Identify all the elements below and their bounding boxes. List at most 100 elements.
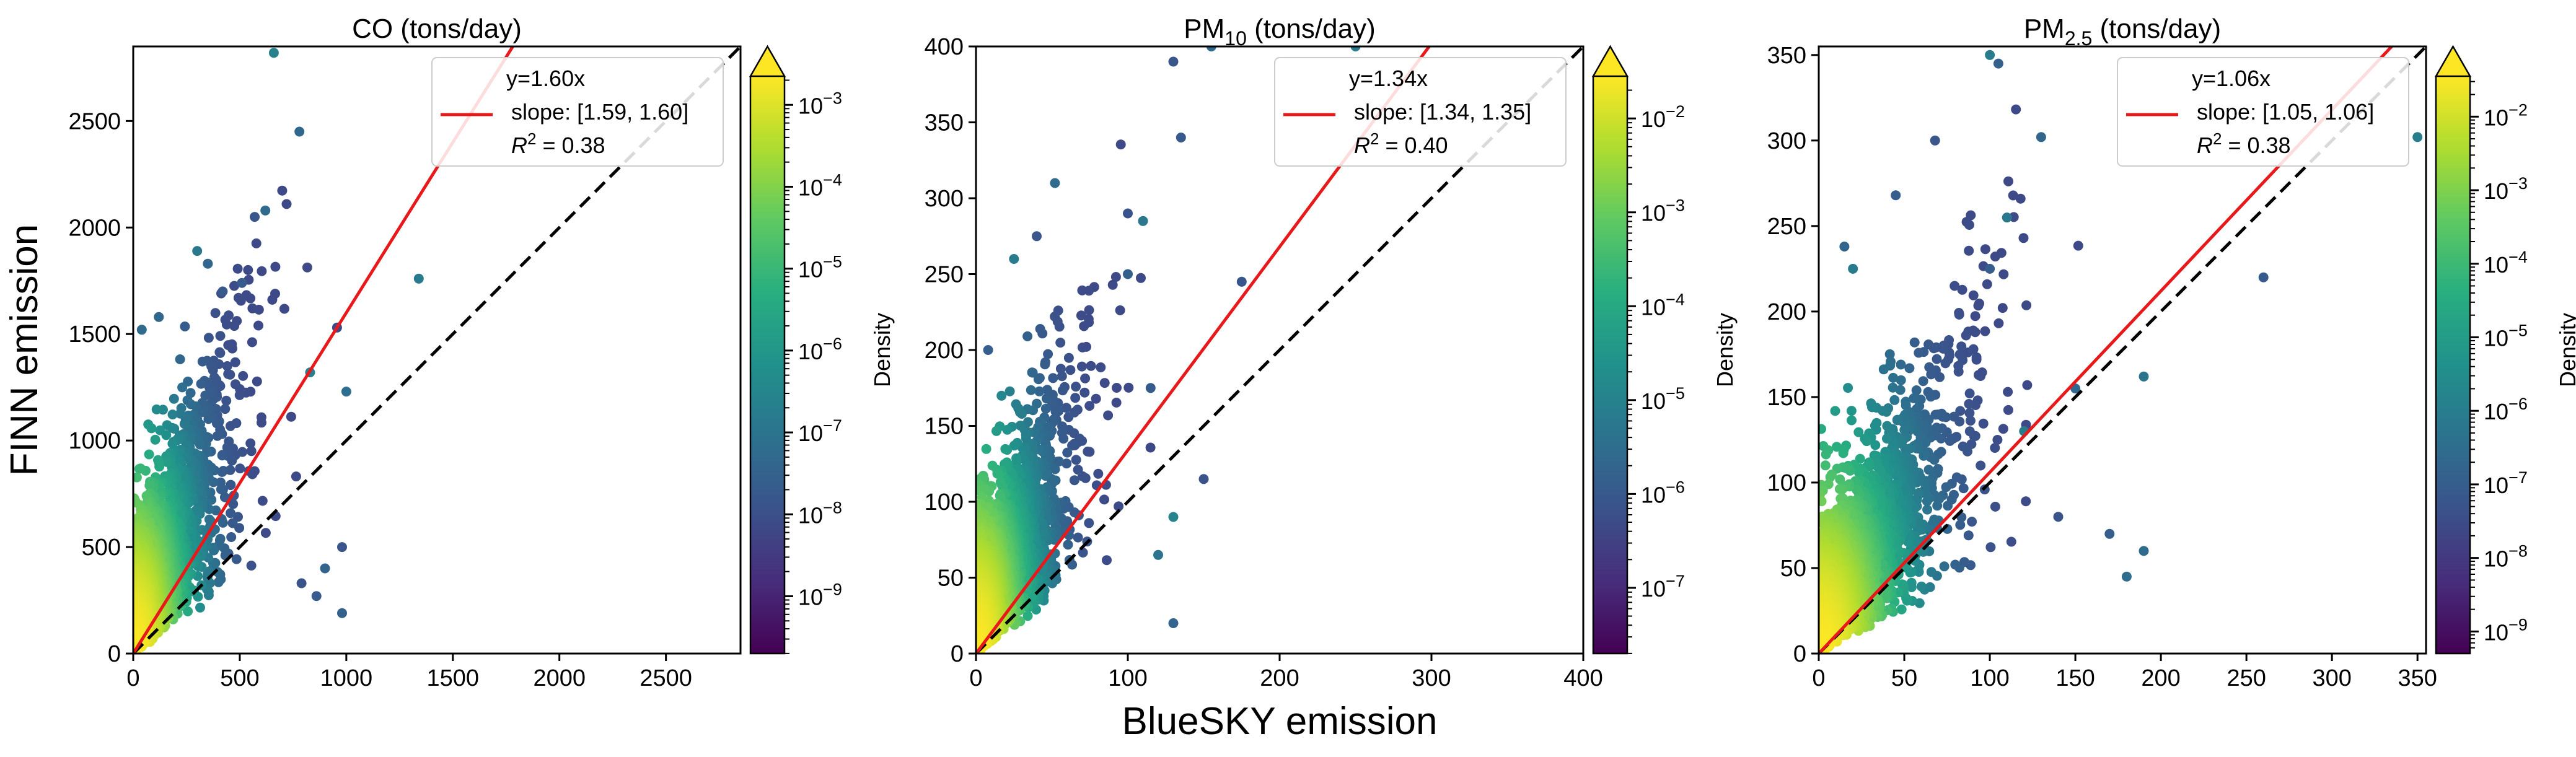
x-tick-label: 2000	[533, 665, 586, 691]
data-point	[257, 418, 266, 428]
outlier-point	[337, 608, 347, 618]
outlier-point	[192, 246, 203, 256]
data-point	[1093, 468, 1104, 479]
data-point	[247, 337, 257, 348]
data-point	[134, 463, 144, 474]
one-to-one-line	[133, 46, 741, 654]
data-point	[1063, 412, 1074, 422]
data-point	[1048, 373, 1058, 383]
data-point	[992, 468, 1003, 479]
data-point	[1084, 305, 1094, 315]
data-point	[1096, 362, 1106, 372]
data-point	[1057, 371, 1067, 382]
data-point	[146, 423, 157, 434]
scatter-points	[976, 46, 1361, 654]
x-tick-label: 1000	[320, 665, 373, 691]
data-point	[1069, 475, 1079, 486]
data-point	[1102, 555, 1112, 566]
data-point	[183, 606, 193, 616]
data-point	[1114, 501, 1124, 512]
data-point	[257, 266, 267, 276]
data-point	[1022, 611, 1033, 621]
data-point	[1026, 385, 1036, 395]
data-point	[226, 508, 235, 519]
x-tick-label: 500	[220, 665, 259, 691]
data-point	[216, 484, 226, 494]
data-point	[1073, 465, 1083, 475]
outlier-point	[311, 591, 322, 602]
data-point	[226, 480, 235, 491]
outlier-point	[136, 325, 147, 335]
colorbar-tick-label: 10−7	[798, 416, 842, 446]
colorbar-frame	[749, 76, 786, 655]
panel-title: CO (tons/day)	[352, 14, 522, 44]
pm10-panel: 0 100 200 300 400050100150200250300350400PM1…	[925, 14, 1738, 691]
colorbar-gradient	[750, 76, 785, 654]
x-tick-label: 1500	[427, 665, 480, 691]
legend-r2: R2 = 0.38	[511, 129, 605, 158]
data-point	[1043, 349, 1053, 359]
data-point	[257, 496, 268, 506]
data-point	[281, 199, 292, 209]
outlier-point	[268, 48, 279, 58]
data-point	[1011, 399, 1021, 409]
legend-box	[431, 57, 724, 167]
data-point	[144, 480, 155, 491]
data-point	[154, 462, 165, 472]
data-point	[217, 450, 227, 461]
data-point	[1115, 139, 1126, 150]
y-tick-label: 2500	[68, 108, 121, 134]
axes-frame	[132, 45, 742, 655]
data-point	[1062, 458, 1072, 469]
data-point	[221, 395, 232, 406]
outlier-point	[320, 563, 330, 574]
data-point	[1103, 410, 1114, 421]
data-point	[155, 425, 165, 435]
data-point	[1035, 324, 1045, 334]
outlier-point	[203, 258, 213, 269]
data-point	[225, 421, 235, 431]
data-point	[1077, 285, 1088, 295]
data-point	[1086, 361, 1096, 371]
data-point	[1022, 417, 1033, 427]
data-point	[277, 185, 288, 196]
data-point	[991, 426, 1001, 436]
data-point	[1063, 352, 1074, 363]
data-point	[238, 370, 248, 381]
data-point	[162, 420, 172, 431]
data-point	[260, 528, 271, 538]
y-tick-label: 1500	[68, 322, 121, 348]
colorbar-tick-label: 10−5	[798, 253, 842, 282]
data-point	[182, 395, 193, 406]
outlier-point	[337, 542, 347, 553]
data-point	[227, 518, 238, 528]
data-point	[229, 281, 239, 291]
data-point	[1065, 365, 1076, 375]
data-point	[220, 404, 231, 414]
data-point	[1111, 397, 1122, 408]
colorbar-tick-label: 10−6	[798, 335, 842, 364]
data-point	[1099, 378, 1110, 388]
data-point	[1033, 374, 1044, 385]
data-point	[1076, 310, 1086, 321]
data-point	[246, 446, 257, 457]
y-tick-label: 500	[82, 535, 121, 561]
data-point	[175, 354, 185, 364]
data-point	[247, 303, 258, 313]
data-point	[1062, 447, 1073, 458]
data-point	[203, 333, 214, 343]
colorbar-label: Density	[869, 313, 895, 387]
data-point	[1009, 440, 1019, 451]
data-point	[1079, 321, 1089, 331]
data-point	[1110, 272, 1121, 282]
data-point	[1042, 385, 1052, 395]
data-point	[179, 419, 190, 429]
data-point	[222, 442, 232, 453]
outlier-point	[154, 312, 164, 322]
data-point	[230, 379, 240, 390]
data-point	[173, 454, 183, 465]
data-point	[291, 471, 301, 482]
data-point	[1078, 548, 1088, 558]
data-point	[1041, 393, 1052, 404]
